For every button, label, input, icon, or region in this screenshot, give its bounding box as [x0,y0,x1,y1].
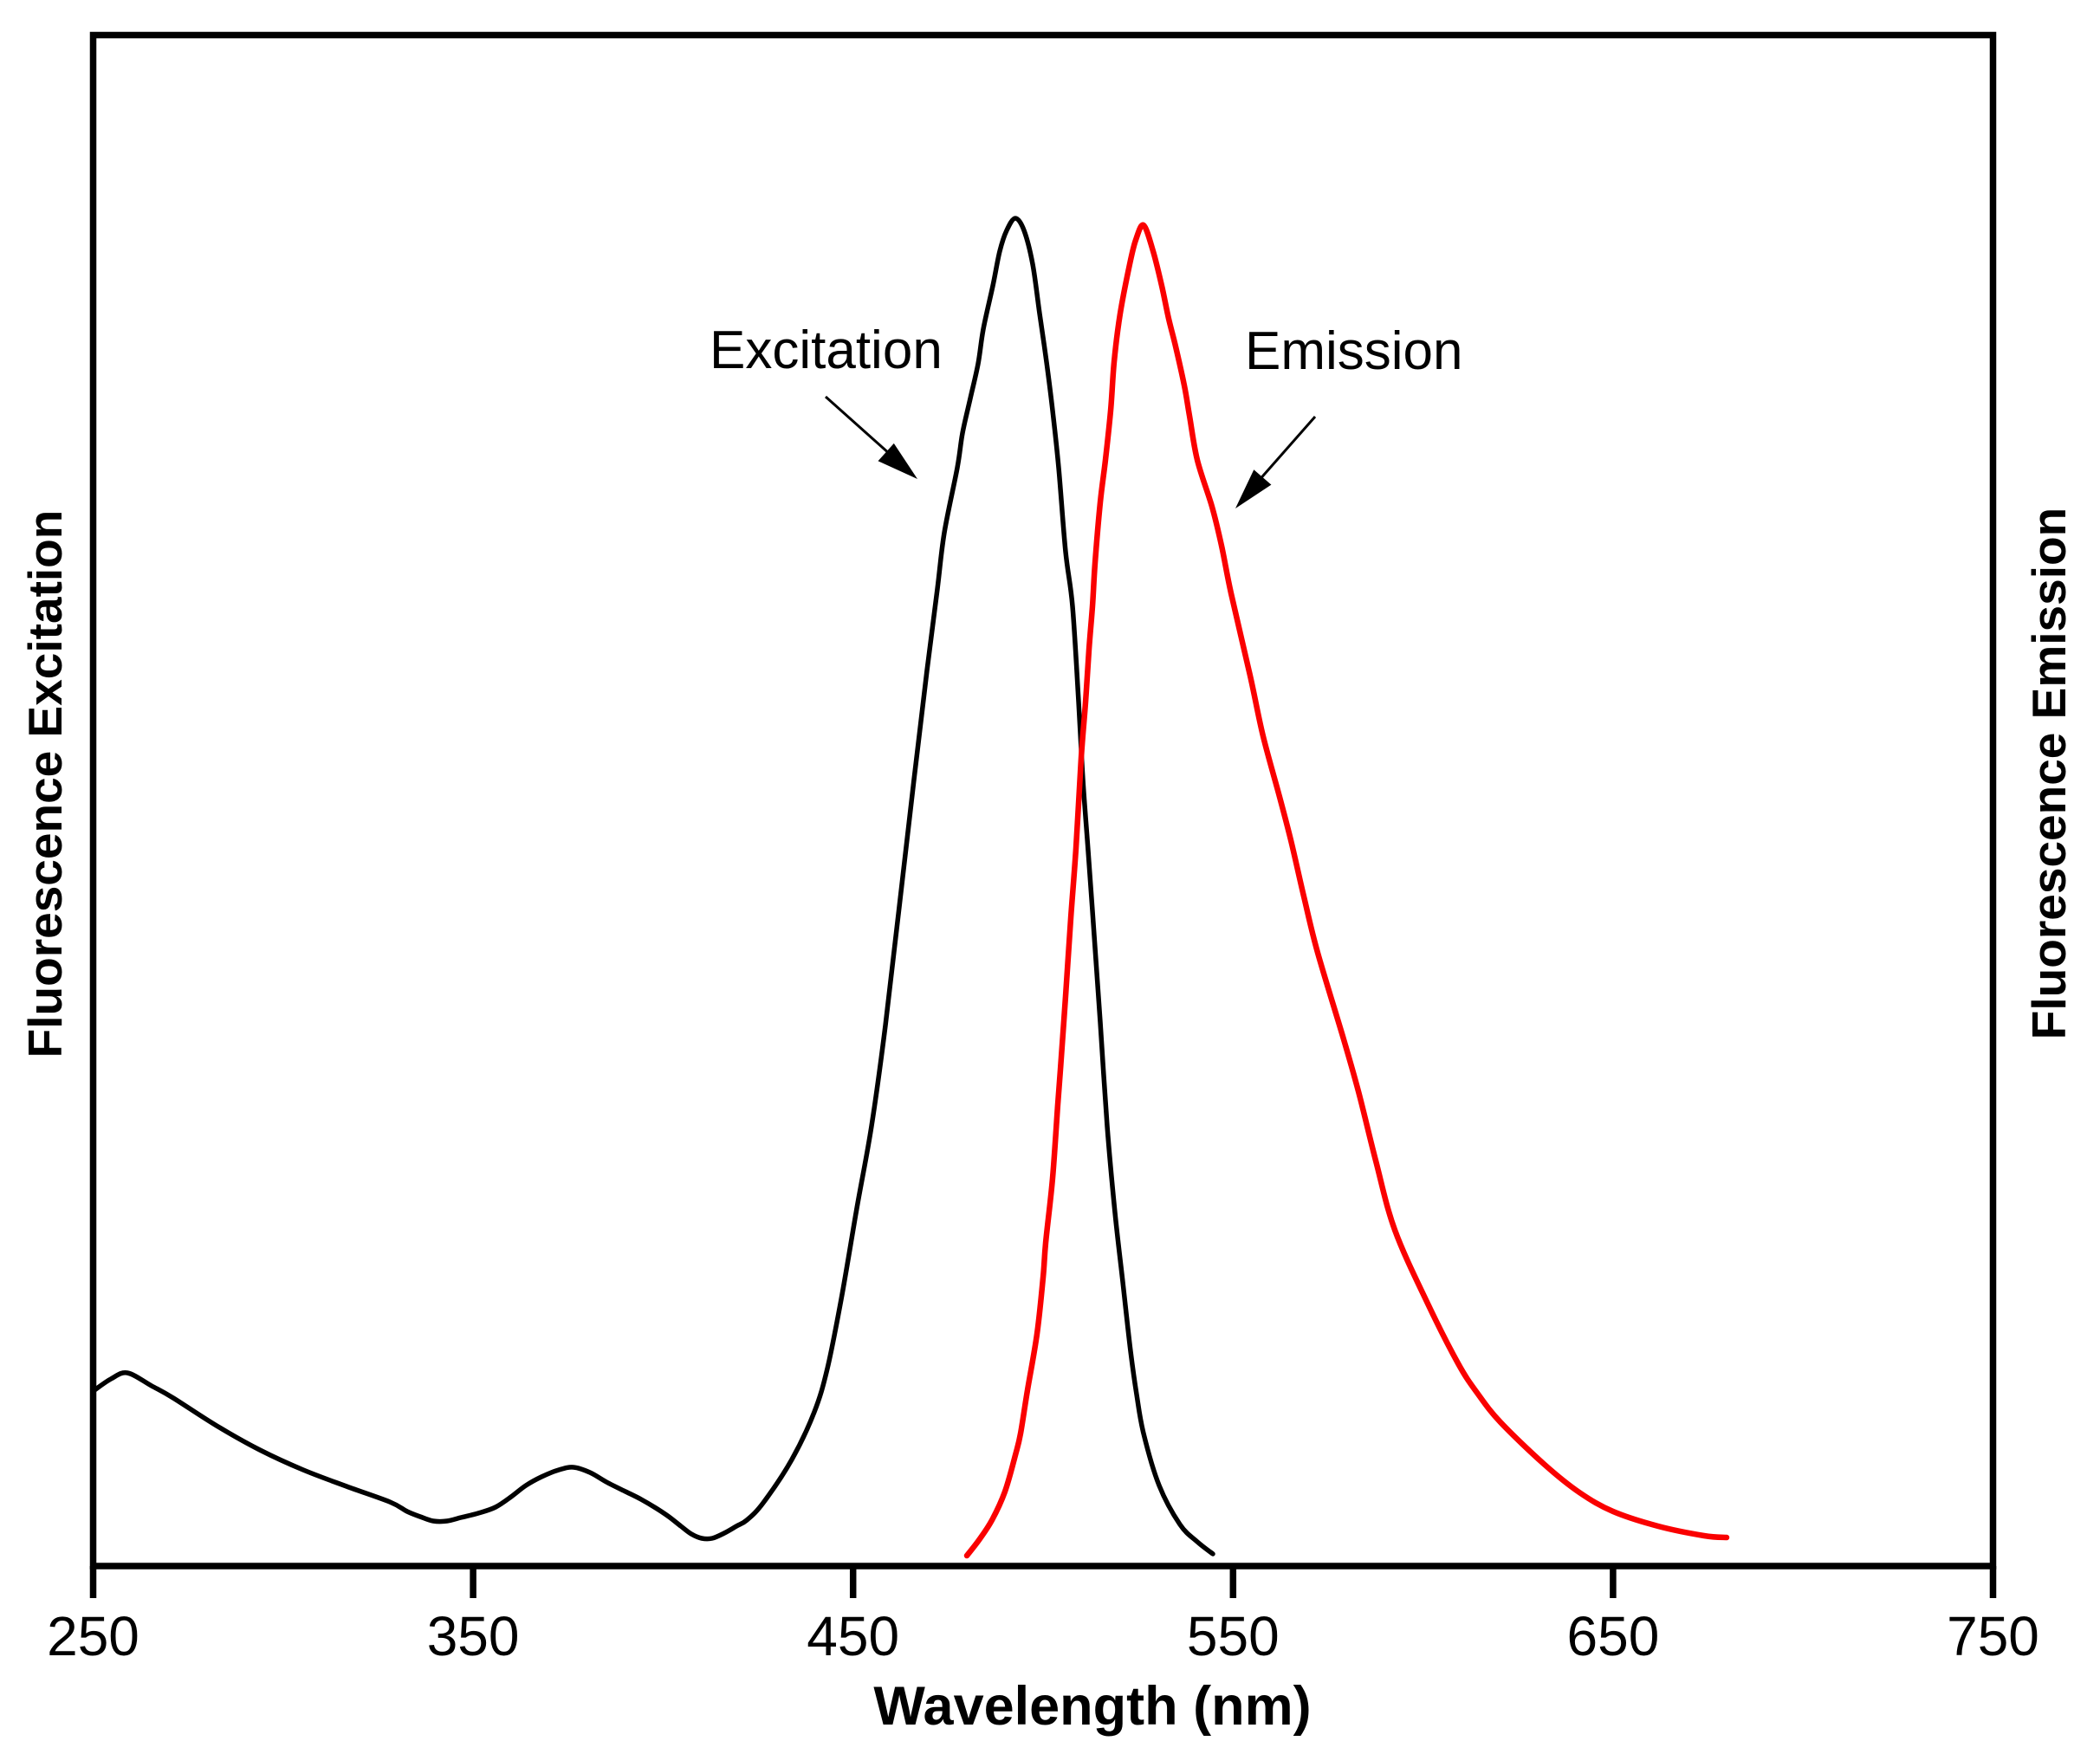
svg-text:Emission: Emission [1245,321,1463,381]
svg-text:Excitation: Excitation [710,320,943,380]
svg-text:450: 450 [807,1605,899,1667]
svg-text:550: 550 [1187,1605,1280,1667]
svg-text:Fluorescence Excitation: Fluorescence Excitation [18,510,72,1058]
svg-text:250: 250 [47,1605,139,1667]
svg-text:350: 350 [427,1605,520,1667]
svg-text:750: 750 [1947,1605,2039,1667]
svg-text:650: 650 [1567,1605,1660,1667]
svg-text:Wavelength (nm): Wavelength (nm) [873,1676,1311,1737]
svg-text:Fluorescence Emission: Fluorescence Emission [2022,508,2076,1039]
